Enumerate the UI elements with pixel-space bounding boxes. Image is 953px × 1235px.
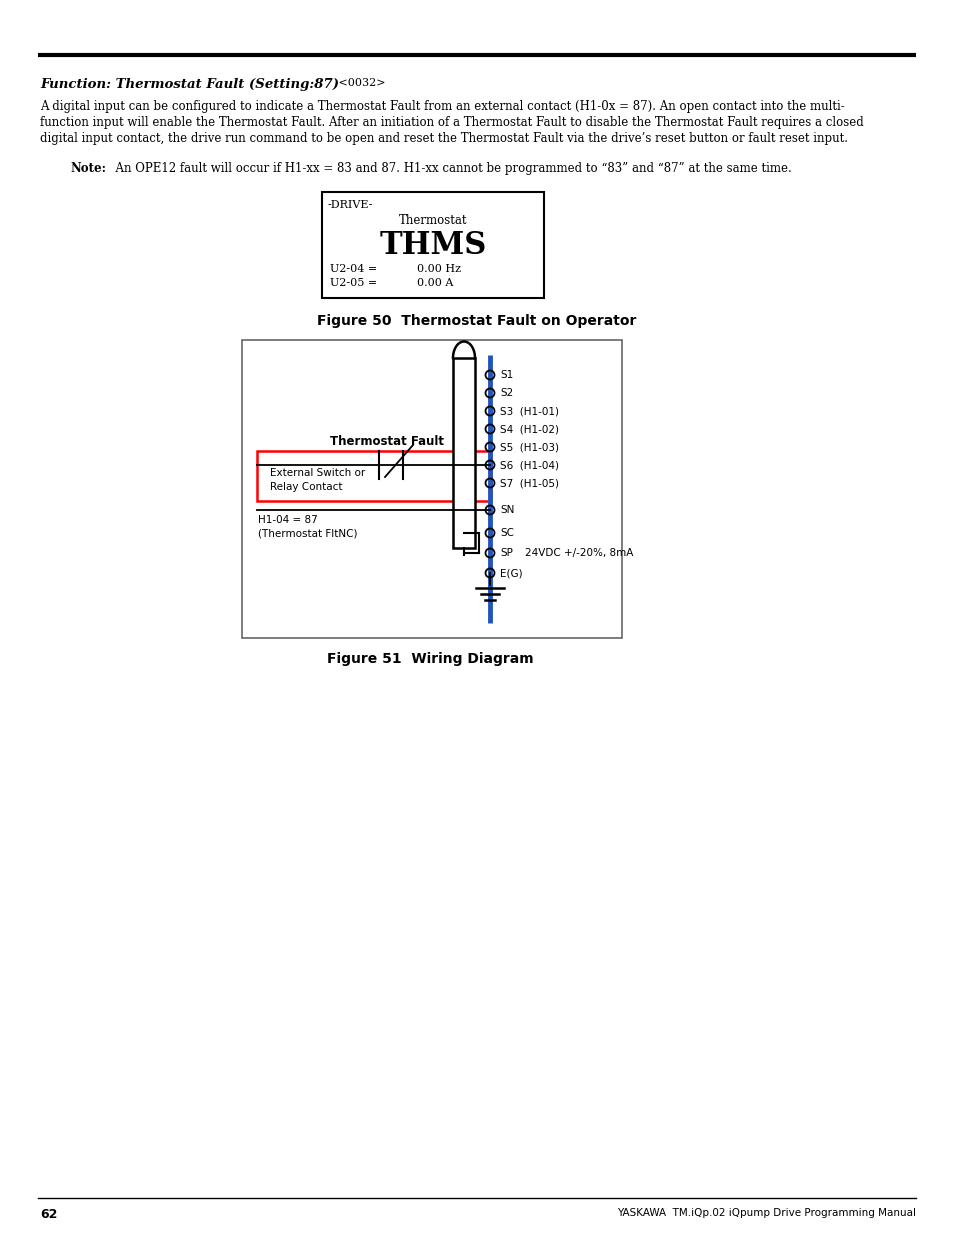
Bar <box>453 358 475 548</box>
Text: Thermostat Fault: Thermostat Fault <box>330 435 443 448</box>
Text: Thermostat: Thermostat <box>398 214 467 227</box>
Text: YASKAWA  TM.iQp.02 iQpump Drive Programming Manual: YASKAWA TM.iQp.02 iQpump Drive Programmi… <box>617 1208 915 1218</box>
Text: 24VDC +/-20%, 8mA: 24VDC +/-20%, 8mA <box>524 548 633 558</box>
Text: U2-04 =: U2-04 = <box>330 264 376 274</box>
Text: U2-05 =: U2-05 = <box>330 278 376 288</box>
Text: 62: 62 <box>40 1208 57 1221</box>
Text: Function: Thermostat Fault (Setting:87): Function: Thermostat Fault (Setting:87) <box>40 78 338 91</box>
Text: An OPE12 fault will occur if H1-xx = 83 and 87. H1-xx cannot be programmed to “8: An OPE12 fault will occur if H1-xx = 83 … <box>108 162 791 175</box>
Text: S1: S1 <box>499 370 513 380</box>
Bar <box>256 451 491 501</box>
Text: SC: SC <box>499 529 514 538</box>
Text: function input will enable the Thermostat Fault. After an initiation of a Thermo: function input will enable the Thermosta… <box>40 116 862 128</box>
Text: (Thermostat FltNC): (Thermostat FltNC) <box>257 529 357 538</box>
Text: 0.00 A: 0.00 A <box>416 278 453 288</box>
Text: S2: S2 <box>499 388 513 398</box>
Text: -DRIVE-: -DRIVE- <box>328 200 374 210</box>
Text: SN: SN <box>499 505 514 515</box>
Text: H1-04 = 87: H1-04 = 87 <box>257 515 317 525</box>
Text: E(G): E(G) <box>499 568 522 578</box>
Text: 0.00 Hz: 0.00 Hz <box>416 264 460 274</box>
Text: External Switch or: External Switch or <box>270 468 365 478</box>
Text: THMS: THMS <box>379 230 486 261</box>
Text: Figure 50  Thermostat Fault on Operator: Figure 50 Thermostat Fault on Operator <box>317 314 636 329</box>
Text: S3  (H1-01): S3 (H1-01) <box>499 406 558 416</box>
Bar <box>242 340 621 638</box>
Text: S7  (H1-05): S7 (H1-05) <box>499 478 558 488</box>
Text: digital input contact, the drive run command to be open and reset the Thermostat: digital input contact, the drive run com… <box>40 132 847 144</box>
Text: S5  (H1-03): S5 (H1-03) <box>499 442 558 452</box>
Text: Figure 51  Wiring Diagram: Figure 51 Wiring Diagram <box>326 652 533 666</box>
Text: <0032>: <0032> <box>335 78 385 88</box>
Bar <box>322 191 543 298</box>
Text: Relay Contact: Relay Contact <box>270 482 342 492</box>
Text: Note:: Note: <box>70 162 106 175</box>
Text: S6  (H1-04): S6 (H1-04) <box>499 459 558 471</box>
Text: S4  (H1-02): S4 (H1-02) <box>499 424 558 433</box>
Text: SP: SP <box>499 548 513 558</box>
Text: A digital input can be configured to indicate a Thermostat Fault from an externa: A digital input can be configured to ind… <box>40 100 843 112</box>
